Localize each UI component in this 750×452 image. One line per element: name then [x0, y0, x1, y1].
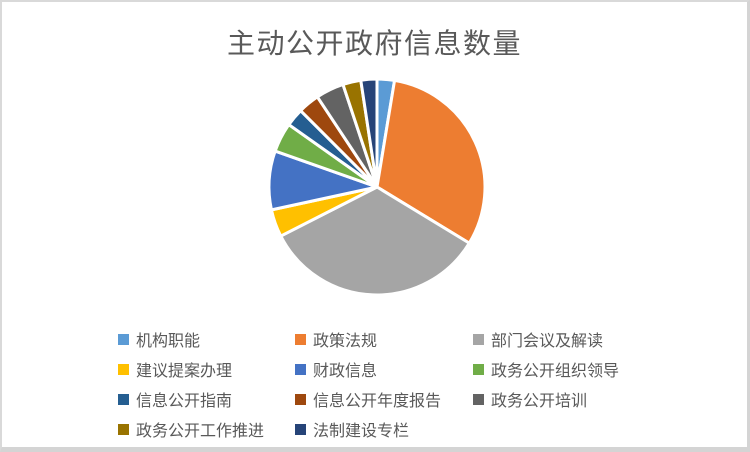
legend-label: 财政信息 [313, 361, 378, 380]
legend-swatch-icon [118, 423, 129, 435]
chart-title: 主动公开政府信息数量 [226, 27, 522, 60]
legend-item: 政策法规 [295, 324, 473, 354]
legend-item: 财政信息 [295, 354, 473, 384]
legend-swatch-icon [295, 363, 306, 375]
legend-swatch-icon [295, 393, 306, 405]
legend-item: 部门会议及解读 [473, 324, 723, 354]
legend-label: 政务公开培训 [491, 391, 588, 410]
legend-label: 信息公开指南 [136, 391, 233, 410]
chart-legend: 机构职能 政策法规 部门会议及解读建议提案办理 财政信息 政务公开组织领导信息公开指南 信… [118, 324, 723, 444]
legend-item: 信息公开年度报告 [295, 384, 473, 414]
legend-swatch-icon [473, 333, 484, 345]
legend-label: 信息公开年度报告 [313, 391, 442, 410]
legend-item: 信息公开指南 [118, 384, 295, 414]
legend-label: 建议提案办理 [136, 361, 233, 380]
legend-item: 法制建设专栏 [295, 414, 473, 444]
legend-item: 政务公开组织领导 [473, 354, 723, 384]
legend-label: 政务公开工作推进 [136, 421, 265, 440]
legend-swatch-icon [295, 333, 306, 345]
legend-label: 政策法规 [313, 331, 378, 350]
pie-slice-11 [359, 77, 379, 189]
legend-swatch-icon [295, 423, 306, 435]
legend-label: 法制建设专栏 [313, 421, 410, 440]
legend-item: 机构职能 [118, 324, 295, 354]
legend-swatch-icon [473, 393, 484, 405]
legend-swatch-icon [473, 363, 484, 375]
legend-swatch-icon [118, 333, 129, 345]
pie-slice-3 [279, 185, 471, 297]
legend-swatch-icon [118, 393, 129, 405]
legend-item: 建议提案办理 [118, 354, 295, 384]
legend-item: 政务公开培训 [473, 384, 723, 414]
legend-label: 政务公开组织领导 [491, 361, 620, 380]
legend-swatch-icon [118, 363, 129, 375]
legend-label: 部门会议及解读 [491, 331, 604, 350]
legend-item: 政务公开工作推进 [118, 414, 295, 444]
legend-label: 机构职能 [136, 331, 201, 350]
